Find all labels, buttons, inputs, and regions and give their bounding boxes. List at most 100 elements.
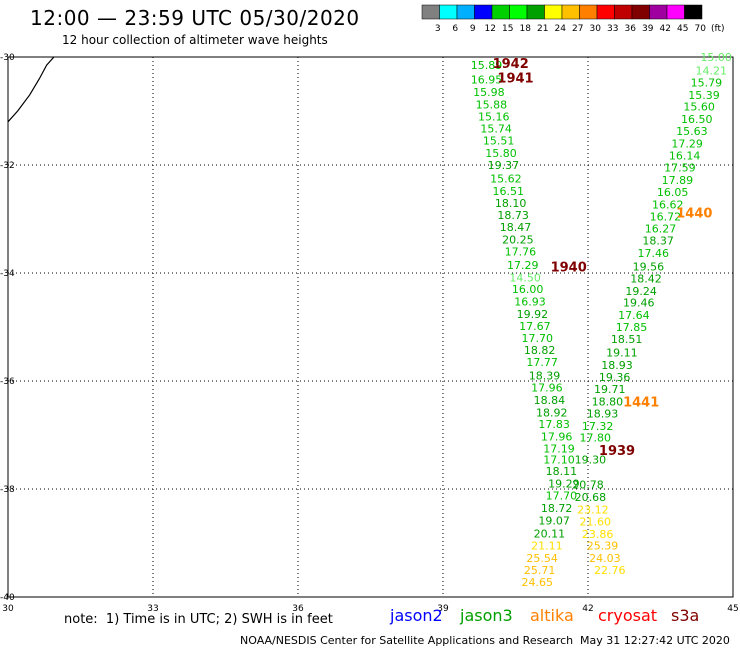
wave-height-label: 25.71 bbox=[524, 564, 556, 577]
colorbar-swatch bbox=[474, 4, 493, 20]
colorbar-swatch bbox=[684, 4, 703, 20]
wave-height-label: 16.51 bbox=[493, 185, 525, 198]
colorbar-tick-label: 9 bbox=[470, 24, 476, 34]
latitude-tick-label: -30 bbox=[0, 53, 15, 63]
colorbar-swatch bbox=[649, 4, 668, 20]
wave-height-label: 15.80 bbox=[485, 147, 517, 160]
colorbar-swatch bbox=[526, 4, 545, 20]
wave-height-label: 17.77 bbox=[526, 356, 558, 369]
wave-height-label: 16.62 bbox=[652, 198, 684, 211]
satellite-legend-altika: altika bbox=[530, 606, 574, 625]
wave-height-label: 16.14 bbox=[669, 149, 701, 162]
latitude-tick-label: -36 bbox=[0, 377, 15, 387]
pass-number-label: 1940 bbox=[551, 261, 587, 276]
colorbar-swatch bbox=[509, 4, 528, 20]
colorbar-tick-label: 24 bbox=[555, 24, 567, 34]
wave-height-label: 18.42 bbox=[630, 272, 662, 285]
wave-height-label: 19.56 bbox=[633, 261, 665, 274]
colorbar-tick-label: (ft) bbox=[711, 24, 725, 34]
wave-height-label: 17.32 bbox=[582, 420, 614, 433]
wave-height-label: 17.59 bbox=[664, 162, 696, 175]
wave-height-label: 16.72 bbox=[650, 210, 682, 223]
longitude-tick-label: 39 bbox=[437, 604, 449, 614]
wave-height-label: 21.11 bbox=[531, 540, 563, 553]
wave-height-label: 14.21 bbox=[696, 65, 728, 78]
wave-height-label: 16.50 bbox=[681, 113, 713, 126]
longitude-tick-label: 45 bbox=[727, 604, 738, 614]
pass-number-label: 1941 bbox=[497, 72, 533, 87]
wave-height-label: 18.84 bbox=[534, 394, 566, 407]
wave-height-label: 15.74 bbox=[480, 122, 512, 135]
colorbar-tick-label: 42 bbox=[660, 24, 671, 34]
wave-height-label: 15.79 bbox=[691, 76, 723, 89]
latitude-tick-label: -40 bbox=[0, 593, 15, 603]
wave-height-label: 18.92 bbox=[536, 406, 568, 419]
colorbar-swatch bbox=[614, 4, 633, 20]
wave-height-label: 18.37 bbox=[642, 235, 674, 248]
wave-height-label: 25.54 bbox=[526, 552, 558, 565]
pass-number-label: 1939 bbox=[599, 444, 635, 459]
wave-height-label: 15.60 bbox=[683, 101, 715, 114]
wave-height-label: 19.46 bbox=[623, 297, 655, 310]
pass-number-label: 1440 bbox=[676, 207, 712, 222]
coastline bbox=[7, 56, 55, 123]
wave-height-label: 17.67 bbox=[519, 320, 551, 333]
latitude-tick-label: -38 bbox=[0, 485, 15, 495]
wave-height-label: 17.64 bbox=[618, 309, 650, 322]
colorbar-tick-label: 3 bbox=[435, 24, 441, 34]
pass-number-label: 1441 bbox=[623, 396, 659, 411]
wave-height-label: 25.39 bbox=[587, 540, 619, 553]
longitude-tick-label: 36 bbox=[292, 604, 304, 614]
latitude-tick-label: -32 bbox=[0, 161, 15, 171]
wave-height-label: 19.92 bbox=[517, 308, 549, 321]
colorbar-swatch bbox=[491, 4, 510, 20]
wave-height-label: 19.36 bbox=[599, 371, 631, 384]
wave-height-label: 19.11 bbox=[606, 346, 638, 359]
wave-height-label: 23.12 bbox=[577, 504, 609, 517]
wave-height-label: 16.93 bbox=[514, 296, 546, 309]
satellite-legend-s3a: s3a bbox=[671, 606, 700, 625]
wave-height-label: 18.51 bbox=[611, 333, 643, 346]
wave-height-label: 17.29 bbox=[671, 137, 703, 150]
colorbar-swatch bbox=[421, 4, 440, 20]
units-note: note: 1) Time is in UTC; 2) SWH is in fe… bbox=[64, 612, 333, 627]
wave-height-label: 20.78 bbox=[572, 479, 604, 492]
longitude-tick-label: 33 bbox=[147, 604, 158, 614]
wave-height-label: 15.88 bbox=[476, 99, 508, 112]
wave-height-label: 24.65 bbox=[522, 576, 554, 589]
wave-height-label: 18.47 bbox=[500, 221, 532, 234]
latitude-tick-label: -34 bbox=[0, 269, 15, 279]
wave-height-label: 16.27 bbox=[645, 223, 677, 236]
wave-height-label: 16.00 bbox=[512, 283, 544, 296]
wave-height-label: 17.89 bbox=[662, 174, 694, 187]
wave-height-label: 15.00 bbox=[700, 51, 732, 64]
colorbar-tick-label: 12 bbox=[485, 24, 496, 34]
wave-height-label: 22.76 bbox=[594, 564, 626, 577]
wave-height-label: 21.60 bbox=[580, 515, 612, 528]
satellite-legend-cryosat: cryosat bbox=[598, 606, 658, 625]
longitude-tick-label: 42 bbox=[582, 604, 593, 614]
wave-height-label: 17.96 bbox=[531, 381, 563, 394]
wave-height-label: 24.03 bbox=[589, 552, 621, 565]
wave-height-label: 17.46 bbox=[638, 247, 670, 260]
colorbar-tick-label: 33 bbox=[607, 24, 618, 34]
longitude-tick-label: 30 bbox=[2, 604, 14, 614]
wave-height-label: 14.50 bbox=[509, 271, 541, 284]
colorbar-swatch bbox=[439, 4, 458, 20]
wave-height-label: 18.73 bbox=[497, 209, 529, 222]
wave-height-label: 17.85 bbox=[616, 321, 648, 334]
wave-height-label: 18.80 bbox=[592, 396, 624, 409]
pass-number-label: 1942 bbox=[493, 57, 529, 72]
wave-height-label: 15.51 bbox=[483, 135, 515, 148]
colorbar-tick-label: 15 bbox=[502, 24, 513, 34]
colorbar-swatch bbox=[561, 4, 580, 20]
wave-height-label: 18.39 bbox=[529, 370, 561, 383]
wave-height-label: 18.93 bbox=[601, 359, 633, 372]
wave-height-label: 15.98 bbox=[473, 86, 505, 99]
colorbar-tick-label: 39 bbox=[642, 24, 654, 34]
wave-height-label: 20.11 bbox=[534, 527, 566, 540]
wave-height-label: 18.93 bbox=[587, 407, 619, 420]
generated-timestamp: May 31 12:27:42 UTC 2020 bbox=[580, 634, 730, 647]
